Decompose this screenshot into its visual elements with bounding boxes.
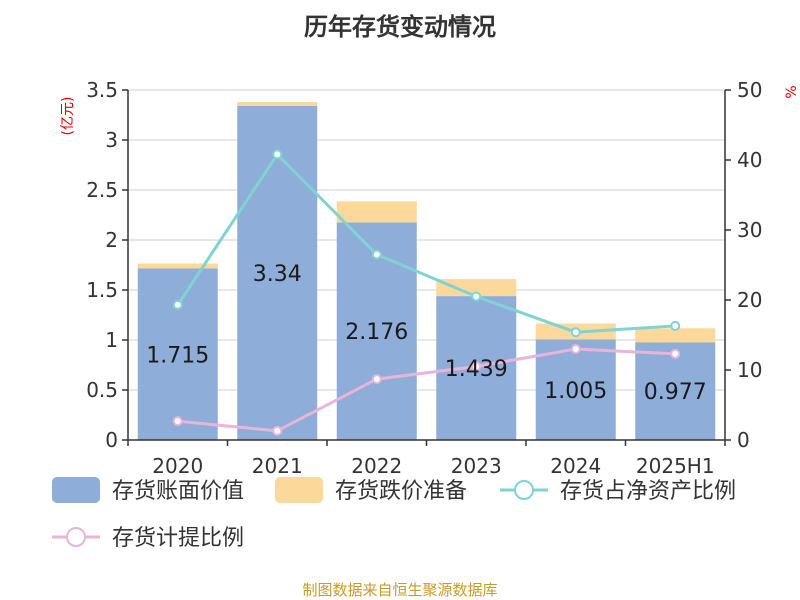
left-axis-tick-label: 1	[105, 328, 118, 352]
left-axis-tick-label: 1.5	[86, 278, 118, 302]
point-impairment-ratio	[471, 361, 482, 372]
right-axis-tick-label: 0	[737, 428, 750, 452]
legend-swatch-bar	[275, 477, 323, 503]
bar-inventory-impairment	[137, 263, 218, 269]
bar-inventory-impairment	[237, 102, 318, 106]
x-axis-tick-label: 2022	[351, 454, 402, 478]
x-axis-tick-label: 2020	[152, 454, 203, 478]
left-axis-tick-label: 2.5	[86, 178, 118, 202]
right-axis-unit: %	[784, 85, 800, 98]
legend-label: 存货账面价值	[112, 479, 244, 504]
point-impairment-ratio	[371, 374, 382, 385]
legend-label: 存货占净资产比例	[560, 479, 736, 504]
legend-label: 存货跌价准备	[335, 479, 467, 504]
point-inventory-to-net-assets	[670, 320, 681, 331]
bar-value-label: 1.715	[146, 343, 209, 368]
point-impairment-ratio	[272, 425, 283, 436]
point-impairment-ratio	[570, 344, 581, 354]
legend-label: 存货计提比例	[112, 526, 244, 551]
x-axis-tick-label: 2023	[451, 454, 502, 478]
bar-inventory-impairment	[336, 201, 417, 223]
legend-swatch-bar	[52, 477, 100, 503]
point-inventory-to-net-assets	[172, 299, 183, 310]
point-inventory-to-net-assets	[371, 249, 382, 260]
chart-title: 历年存货变动情况	[304, 13, 496, 41]
x-axis-tick-label: 2021	[252, 454, 303, 478]
x-axis-tick-label: 2024	[550, 454, 601, 478]
source-note: 制图数据来自恒生聚源数据库	[302, 581, 497, 599]
point-inventory-to-net-assets	[570, 327, 581, 338]
legend-swatch-marker	[66, 527, 86, 547]
legend-swatch-marker	[514, 480, 534, 500]
line-layer	[172, 149, 681, 436]
left-axis-tick-label: 0.5	[86, 378, 118, 402]
point-impairment-ratio	[172, 416, 183, 427]
bar-inventory-impairment	[436, 279, 517, 297]
right-axis-tick-label: 50	[737, 78, 762, 102]
grid-layer	[128, 89, 725, 391]
bar-inventory-impairment	[635, 328, 716, 343]
point-inventory-to-net-assets	[272, 149, 283, 160]
line-impairment-ratio	[177, 347, 676, 433]
right-axis-tick-label: 20	[737, 288, 762, 312]
left-axis-tick-label: 2	[105, 228, 118, 252]
bar-inventory-book-value	[137, 268, 218, 440]
left-axis-tick-label: 3.5	[86, 78, 118, 102]
line-inventory-to-net-assets	[176, 152, 676, 334]
left-axis-tick-label: 3	[105, 128, 118, 152]
bar-value-label: 2.176	[345, 320, 408, 345]
right-axis-tick-label: 10	[737, 358, 762, 382]
left-axis-unit: (亿元)	[60, 97, 76, 136]
bar-value-label: 3.34	[253, 262, 302, 287]
x-axis-tick-label: 2025H1	[636, 454, 715, 478]
label-layer: 1.715 3.34 2.176 1.439 1.005 0.977	[146, 262, 706, 405]
right-axis-tick-label: 30	[737, 218, 762, 242]
point-inventory-to-net-assets	[471, 291, 482, 302]
axis-layer: 0 0.5 1 1.5 2 2.5 3 3.5 0 10 20 30 40 50 2020 2021 2022 2…	[86, 78, 762, 478]
bar-value-label: 1.005	[544, 379, 607, 404]
bar-value-label: 0.977	[644, 380, 707, 405]
point-impairment-ratio	[670, 348, 681, 359]
left-axis-tick-label: 0	[105, 428, 118, 452]
bar-inventory-book-value	[535, 339, 616, 440]
right-axis-tick-label: 40	[737, 148, 762, 172]
bar-value-label: 1.439	[445, 357, 508, 382]
bar-inventory-book-value	[237, 106, 318, 440]
bar-layer	[137, 102, 716, 440]
